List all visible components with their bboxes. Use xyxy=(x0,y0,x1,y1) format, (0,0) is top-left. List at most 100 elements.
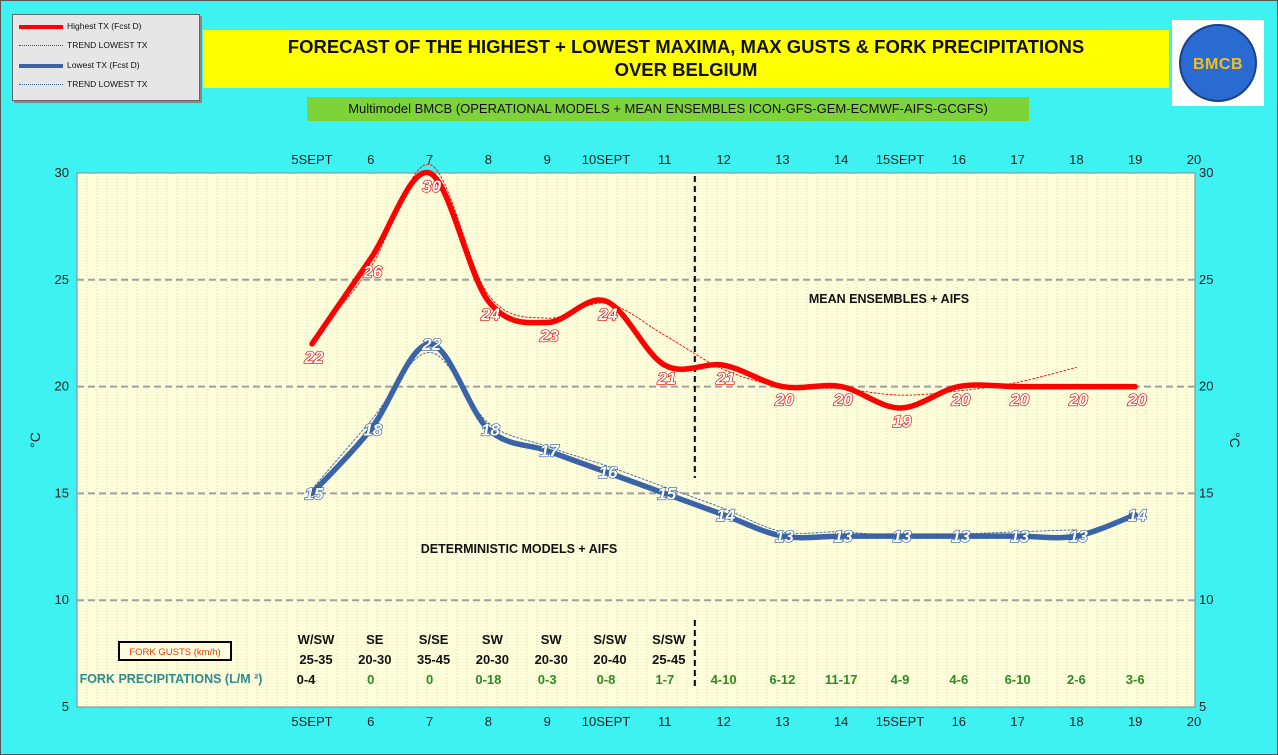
data-label-highest: 20 xyxy=(833,391,853,410)
data-label-lowest: 13 xyxy=(834,527,853,546)
x-tick-label-top: 10SEPT xyxy=(582,152,630,167)
data-label-highest: 23 xyxy=(539,327,559,346)
y-tick-label-right: 10 xyxy=(1199,592,1213,607)
precip-value: 0-8 xyxy=(597,672,616,687)
legend-label: TREND LOWEST TX xyxy=(67,79,148,89)
x-tick-label-bottom: 14 xyxy=(834,714,848,729)
logo-text: BMCB xyxy=(1193,56,1243,73)
x-tick-label-bottom: 10SEPT xyxy=(582,714,630,729)
x-tick-label-bottom: 20 xyxy=(1187,714,1201,729)
data-label-lowest: 14 xyxy=(1128,506,1147,525)
series-line-trend-blue xyxy=(311,351,1077,537)
x-tick-label-bottom: 5SEPT xyxy=(291,714,332,729)
data-label-lowest: 18 xyxy=(363,420,382,439)
data-label-highest: 22 xyxy=(304,348,324,367)
precip-value: 0 xyxy=(426,672,433,687)
data-label-highest: 20 xyxy=(950,391,970,410)
gust-direction: SW xyxy=(541,632,563,647)
x-tick-label-top: 16 xyxy=(952,152,966,167)
data-label-highest: 24 xyxy=(480,305,500,324)
x-tick-label-bottom: 13 xyxy=(775,714,789,729)
gust-speed: 20-30 xyxy=(358,652,391,667)
gusts-label-box xyxy=(118,641,232,661)
data-label-highest: 20 xyxy=(1068,391,1088,410)
legend-item-trend-red: TREND LOWEST TX xyxy=(19,40,147,56)
gust-speed: 25-35 xyxy=(299,652,332,667)
gust-speed: 20-40 xyxy=(593,652,626,667)
x-tick-label-bottom: 15SEPT xyxy=(876,714,924,729)
x-tick-label-top: 11 xyxy=(658,152,672,167)
y-tick-label-left: 30 xyxy=(55,165,69,180)
precip-value: 0 xyxy=(367,672,374,687)
data-label-highest: 30 xyxy=(422,177,441,196)
x-tick-label-bottom: 18 xyxy=(1069,714,1083,729)
legend-label: Lowest TX (Fcst D) xyxy=(67,60,140,70)
gust-direction: S/SW xyxy=(652,632,686,647)
gust-direction: W/SW xyxy=(298,632,336,647)
x-tick-label-top: 6 xyxy=(367,152,374,167)
x-tick-label-top: 8 xyxy=(485,152,492,167)
legend-label: Highest TX (Fcst D) xyxy=(67,21,142,31)
y-tick-label-left: 5 xyxy=(62,699,69,714)
x-tick-label-top: 9 xyxy=(544,152,551,167)
data-label-highest: 20 xyxy=(1127,391,1147,410)
gust-speed: 25-45 xyxy=(652,652,685,667)
data-label-lowest: 13 xyxy=(775,527,794,546)
y-tick-label-right: 25 xyxy=(1199,272,1213,287)
chart-title: FORECAST OF THE HIGHEST + LOWEST MAXIMA,… xyxy=(287,36,1085,57)
x-tick-label-top: 20 xyxy=(1187,152,1201,167)
y-axis-label-left: °C xyxy=(27,432,43,448)
precip-value: 6-10 xyxy=(1005,672,1031,687)
legend-item-trend-blue: TREND LOWEST TX xyxy=(19,79,147,95)
series-line-trend-red xyxy=(311,164,1077,396)
legend: Highest TX (Fcst D) TREND LOWEST TX Lowe… xyxy=(12,14,200,101)
gust-direction: SW xyxy=(482,632,504,647)
data-label-highest: 26 xyxy=(362,262,382,281)
data-label-highest: 20 xyxy=(774,391,794,410)
precip-value: 0-18 xyxy=(475,672,501,687)
precip-value: 4-9 xyxy=(891,672,910,687)
precip-value: 0-3 xyxy=(538,672,557,687)
x-tick-label-bottom: 12 xyxy=(716,714,730,729)
bmcb-logo: BMCB xyxy=(1172,20,1264,106)
x-tick-label-top: 18 xyxy=(1069,152,1083,167)
x-tick-label-bottom: 6 xyxy=(367,714,374,729)
chart-title-line2: OVER BELGIUM xyxy=(614,59,758,80)
data-label-highest: 21 xyxy=(656,369,676,388)
data-label-highest: 24 xyxy=(598,305,618,324)
data-label-highest: 20 xyxy=(1009,391,1029,410)
x-tick-label-top: 15SEPT xyxy=(876,152,924,167)
legend-item-lowest: Lowest TX (Fcst D) xyxy=(19,60,140,76)
legend-item-highest: Highest TX (Fcst D) xyxy=(19,21,141,37)
data-label-highest: 21 xyxy=(715,369,735,388)
y-tick-label-right: 20 xyxy=(1199,379,1213,394)
gust-speed: 20-30 xyxy=(535,652,568,667)
data-label-lowest: 14 xyxy=(716,506,735,525)
precip-value: 3-6 xyxy=(1126,672,1145,687)
data-label-lowest: 13 xyxy=(1010,527,1029,546)
precip-value: 6-12 xyxy=(769,672,795,687)
data-label-lowest: 18 xyxy=(481,420,500,439)
x-tick-label-bottom: 19 xyxy=(1128,714,1142,729)
data-label-lowest: 22 xyxy=(421,335,441,354)
y-tick-label-left: 15 xyxy=(55,485,69,500)
series-line-highest xyxy=(309,169,1138,411)
x-tick-label-bottom: 16 xyxy=(952,714,966,729)
data-label-lowest: 13 xyxy=(1069,527,1088,546)
data-label-lowest: 13 xyxy=(893,527,912,546)
x-tick-label-bottom: 9 xyxy=(544,714,551,729)
x-tick-label-bottom: 11 xyxy=(658,714,672,729)
annotation-mean-ensembles: MEAN ENSEMBLES + AIFS xyxy=(809,292,969,306)
data-label-lowest: 16 xyxy=(599,463,618,482)
title-banner: FORECAST OF THE HIGHEST + LOWEST MAXIMA,… xyxy=(203,30,1169,88)
series-line-lowest xyxy=(309,341,1138,541)
y-tick-label-left: 25 xyxy=(55,272,69,287)
y-axis-label-right: °C xyxy=(1227,432,1243,448)
precip-value: 1-7 xyxy=(655,672,674,687)
precip-value: 0-4 xyxy=(297,672,317,687)
x-tick-label-top: 12 xyxy=(716,152,730,167)
gust-direction: S/SW xyxy=(593,632,627,647)
logo-emblem: BMCB xyxy=(1179,24,1257,102)
y-tick-label-left: 20 xyxy=(55,379,69,394)
precip-label: FORK PRECIPITATIONS (L/M ²) xyxy=(80,672,263,686)
